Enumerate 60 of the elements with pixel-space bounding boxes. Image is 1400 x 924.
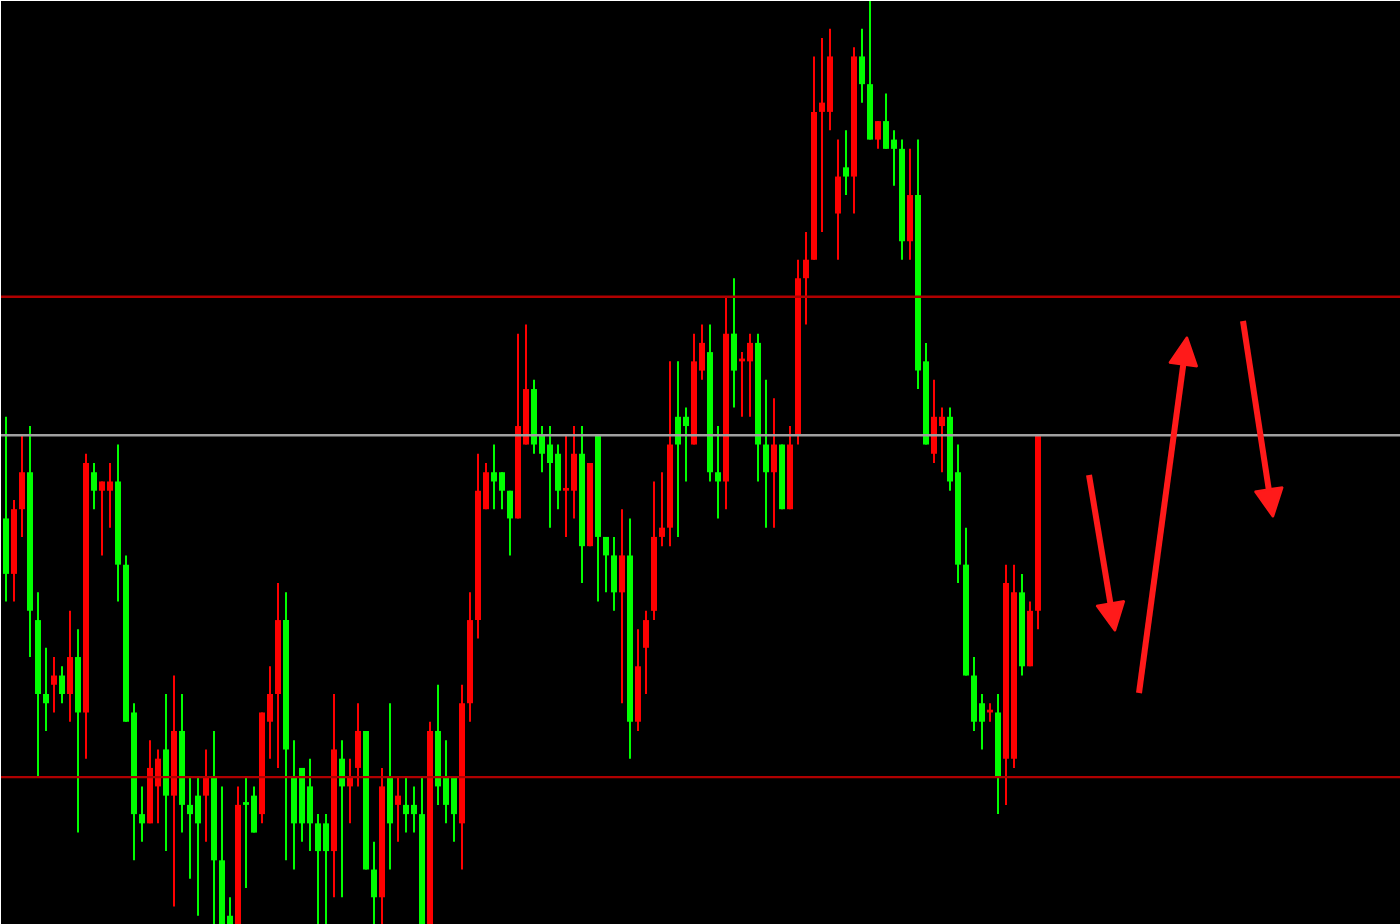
candlestick [139,785,145,843]
candlestick [507,489,513,557]
candlestick [571,425,577,520]
candlestick [803,231,809,326]
candlestick [563,434,569,538]
candlestick [411,785,417,834]
candlestick [395,776,401,843]
candlestick [763,378,769,529]
candlestick [675,360,681,538]
candlestick [971,656,977,732]
candlestick [555,443,561,511]
candlestick [99,480,105,557]
candlestick [659,471,665,548]
candlestick [51,656,57,714]
candlestick [291,739,297,871]
candlestick [323,813,329,924]
candlestick [715,425,721,520]
candlestick [307,757,313,853]
candlestick [43,646,49,732]
candlestick [907,147,913,261]
candlestick [443,739,449,825]
candlestick [771,397,777,529]
candlestick [315,813,321,924]
candlestick [251,785,257,834]
candlestick [155,748,161,825]
candlestick [203,748,209,843]
candlestick [187,776,193,880]
candlestick [387,702,393,871]
candlestick [67,609,73,723]
candlestick [91,462,97,511]
candlestick [451,776,457,843]
candlestick [499,471,505,511]
candlestick [547,425,553,529]
candlestick [683,406,689,483]
candlestick [931,378,937,464]
candlestick [603,535,609,594]
candlestick [939,406,945,474]
candlestick [891,129,897,187]
candlestick [643,609,649,695]
candlestick [835,138,841,261]
candlestick [163,693,169,853]
candlestick [611,535,617,612]
candlestick [491,443,497,511]
candlestick [619,508,625,705]
candlestick [875,120,881,150]
candlestick [107,462,113,529]
candlestick [243,776,249,890]
candlestick [747,332,753,418]
candlestick [371,840,377,924]
candlestick [195,776,201,917]
candlestick [19,434,25,538]
candlestick [339,739,345,899]
candlestick [403,776,409,834]
candlestick [819,36,825,233]
candlestick [843,129,849,197]
candlestick [731,277,737,409]
candlestick [859,27,865,104]
candlestick [883,92,889,150]
candlestick [59,665,65,705]
candlestick [355,702,361,788]
